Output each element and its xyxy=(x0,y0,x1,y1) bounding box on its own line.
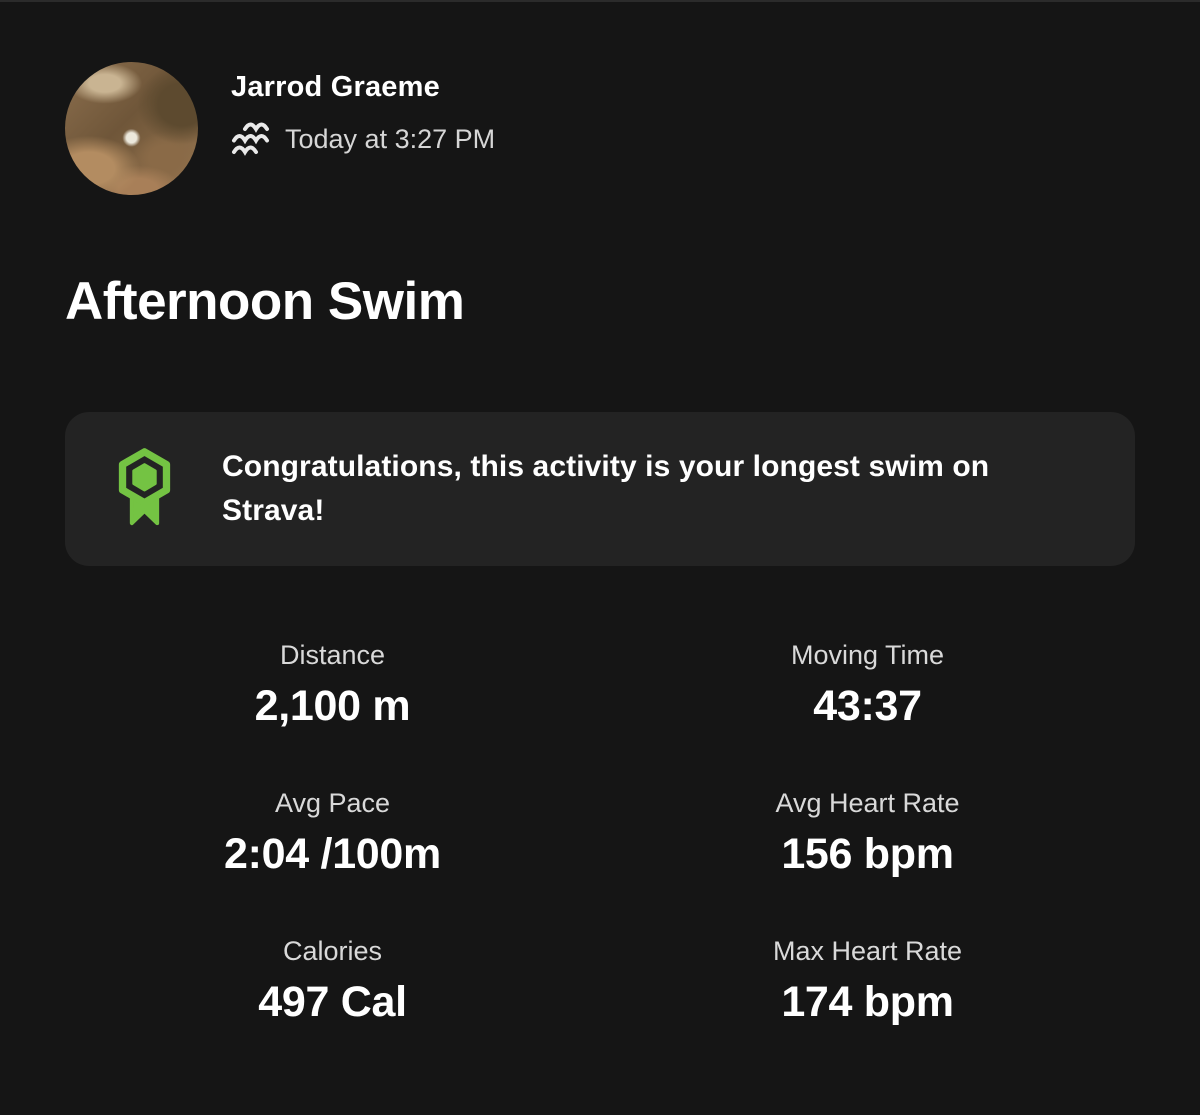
stat-label: Max Heart Rate xyxy=(772,936,963,966)
achievement-message: Congratulations, this activity is your l… xyxy=(222,450,990,527)
stat-value: 156 bpm xyxy=(781,830,954,878)
stat-value: 174 bpm xyxy=(781,978,954,1026)
achievement-banner: Congratulations, this activity is your l… xyxy=(65,412,1135,566)
stat-value: 497 Cal xyxy=(258,978,407,1026)
stat-value: 2:04 /100m xyxy=(224,830,441,878)
activity-meta-row: Today at 3:27 PM xyxy=(231,121,495,158)
stat-calories: Calories 497 Cal xyxy=(65,936,600,1027)
stat-avg-heart-rate: Avg Heart Rate 156 bpm xyxy=(600,788,1135,879)
stat-moving-time: Moving Time 43:37 xyxy=(600,640,1135,731)
achievement-badge-icon xyxy=(118,448,171,526)
stat-label: Avg Heart Rate xyxy=(775,788,960,818)
stat-label: Distance xyxy=(279,640,386,670)
stat-label: Avg Pace xyxy=(274,788,391,818)
stat-value: 2,100 m xyxy=(254,682,411,730)
stat-label: Calories xyxy=(282,936,383,966)
swim-waves-icon xyxy=(232,122,269,156)
athlete-avatar[interactable] xyxy=(65,62,198,195)
stat-avg-pace: Avg Pace 2:04 /100m xyxy=(65,788,600,879)
activity-timestamp: Today at 3:27 PM xyxy=(285,124,496,154)
athlete-name: Jarrod Graeme xyxy=(231,71,440,103)
athlete-info: Jarrod Graeme Today at 3:27 PM xyxy=(231,62,495,158)
stats-grid: Distance 2,100 m Moving Time 43:37 Avg P… xyxy=(65,640,1135,1027)
stat-label: Moving Time xyxy=(790,640,945,670)
stat-max-heart-rate: Max Heart Rate 174 bpm xyxy=(600,936,1135,1027)
stat-distance: Distance 2,100 m xyxy=(65,640,600,731)
stat-value: 43:37 xyxy=(813,682,922,730)
activity-header: Jarrod Graeme Today at 3:27 PM xyxy=(65,62,1135,195)
activity-detail-page: Jarrod Graeme Today at 3:27 PM Afternoon… xyxy=(0,2,1200,1027)
activity-title: Afternoon Swim xyxy=(65,272,465,331)
